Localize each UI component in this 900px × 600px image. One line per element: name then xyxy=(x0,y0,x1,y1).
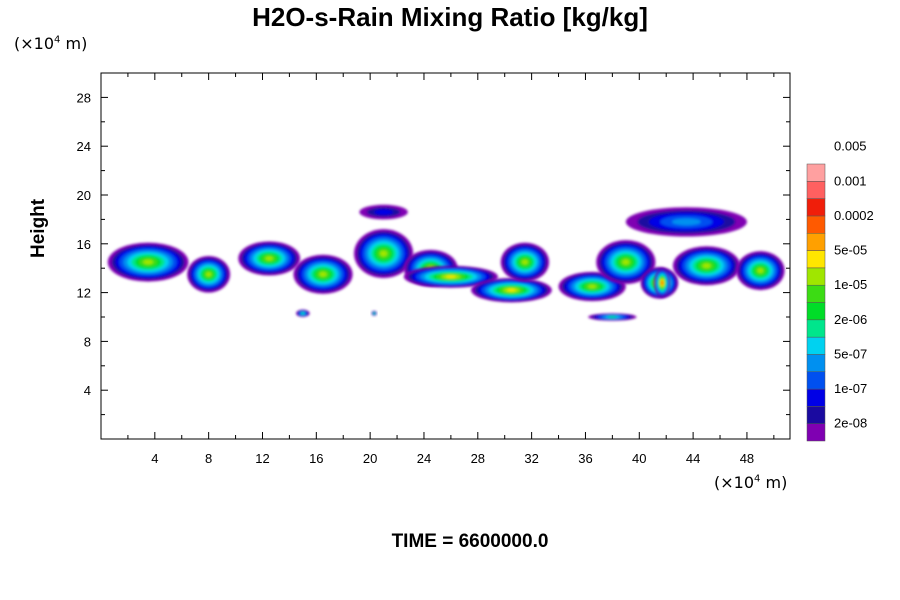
y-tick-label: 8 xyxy=(84,334,91,349)
x-tick-label: 20 xyxy=(363,451,377,466)
chart-title: H2O-s-Rain Mixing Ratio [kg/kg] xyxy=(252,2,648,32)
rain-cell xyxy=(353,229,414,278)
colorbar-swatch xyxy=(806,371,826,390)
rain-cell xyxy=(558,271,626,302)
rain-contour xyxy=(319,271,327,277)
colorbar-swatch xyxy=(806,319,826,338)
x-tick-label: 4 xyxy=(151,451,158,466)
rain-cell xyxy=(359,204,408,220)
rain-contour xyxy=(206,272,212,277)
rain-contour xyxy=(622,259,630,265)
y-axis-unit: (×104 m) xyxy=(14,34,88,53)
colorbar-label: 1e-07 xyxy=(834,381,867,396)
colorbar-swatch xyxy=(806,181,826,199)
x-tick-label: 36 xyxy=(578,451,592,466)
rain-cell xyxy=(187,255,231,293)
rain-cell xyxy=(654,268,671,298)
plot-frame xyxy=(100,72,791,440)
rain-cell xyxy=(500,242,550,282)
colorbar-label: 2e-06 xyxy=(834,312,867,327)
colorbar-swatch xyxy=(806,302,826,321)
colorbar-swatch xyxy=(806,423,826,442)
y-tick-label: 4 xyxy=(84,383,91,398)
rain-field xyxy=(107,204,785,321)
y-axis: 4 8 12 16 20 24 28 xyxy=(77,90,790,416)
colorbar-label: 0.0002 xyxy=(834,208,874,223)
rain-contour xyxy=(373,312,376,315)
y-tick-label: 16 xyxy=(77,237,91,252)
x-tick-label: 16 xyxy=(309,451,323,466)
rain-cell xyxy=(293,254,353,294)
rain-contour xyxy=(301,312,305,315)
colorbar-swatch xyxy=(806,215,826,234)
rain-contour xyxy=(379,250,388,257)
x-tick-label: 48 xyxy=(740,451,754,466)
colorbar-swatch xyxy=(806,406,826,424)
colorbar: 2e-08 1e-07 5e-07 2e-06 1e-05 5e-05 0.0002 0.00… xyxy=(806,139,874,442)
colorbar-swatch xyxy=(806,233,826,251)
x-tick-label: 8 xyxy=(205,451,212,466)
rain-contour xyxy=(265,256,273,261)
rain-cell xyxy=(596,240,656,285)
x-axis-unit: (×104 m) xyxy=(714,473,788,492)
rain-cell xyxy=(625,207,747,237)
colorbar-swatch xyxy=(806,267,826,286)
y-tick-label: 28 xyxy=(77,90,91,105)
x-tick-label: 44 xyxy=(686,451,700,466)
colorbar-label: 5e-07 xyxy=(834,346,867,361)
colorbar-swatch xyxy=(806,354,826,372)
rain-cell xyxy=(371,310,377,316)
rain-contour xyxy=(661,281,664,285)
x-tick-label: 28 xyxy=(471,451,485,466)
rain-cell xyxy=(107,242,189,282)
colorbar-label: 2e-08 xyxy=(834,416,867,431)
rain-contour xyxy=(143,259,154,265)
rain-contour xyxy=(588,284,597,289)
time-footer: TIME = 6600000.0 xyxy=(391,531,549,552)
x-tick-label: 24 xyxy=(417,451,431,466)
y-tick-label: 24 xyxy=(77,139,91,154)
rain-contour xyxy=(671,218,701,226)
rain-contour xyxy=(521,259,528,265)
colorbar-swatch xyxy=(806,336,826,355)
rain-cell xyxy=(672,246,741,286)
y-tick-label: 12 xyxy=(77,286,91,301)
colorbar-label: 0.005 xyxy=(834,139,867,154)
colorbar-label: 1e-05 xyxy=(834,277,867,292)
colorbar-swatch xyxy=(806,250,826,269)
x-tick-label: 12 xyxy=(255,451,269,466)
rain-cell xyxy=(471,277,552,303)
rain-contour xyxy=(374,209,393,215)
x-tick-label: 40 xyxy=(632,451,646,466)
rain-contour xyxy=(702,263,711,269)
x-tick-label: 32 xyxy=(524,451,538,466)
x-axis: 4 8 12 16 20 24 28 32 36 40 44 48 xyxy=(127,73,775,466)
colorbar-swatch xyxy=(806,163,826,182)
colorbar-label: 5e-05 xyxy=(834,243,867,258)
colorbar-swatch xyxy=(806,284,826,303)
rain-cell xyxy=(736,251,785,291)
rain-cell xyxy=(296,309,310,317)
colorbar-swatch xyxy=(806,388,826,407)
rain-cell xyxy=(403,265,498,288)
rain-contour xyxy=(757,268,764,274)
rain-cell xyxy=(588,313,637,321)
rain-contour xyxy=(445,275,457,278)
colorbar-swatch xyxy=(806,198,826,217)
rain-contour xyxy=(608,316,617,318)
rain-contour xyxy=(506,288,516,292)
colorbar-label: 0.001 xyxy=(834,173,867,188)
y-tick-label: 20 xyxy=(77,188,91,203)
rain-cell xyxy=(238,241,301,276)
